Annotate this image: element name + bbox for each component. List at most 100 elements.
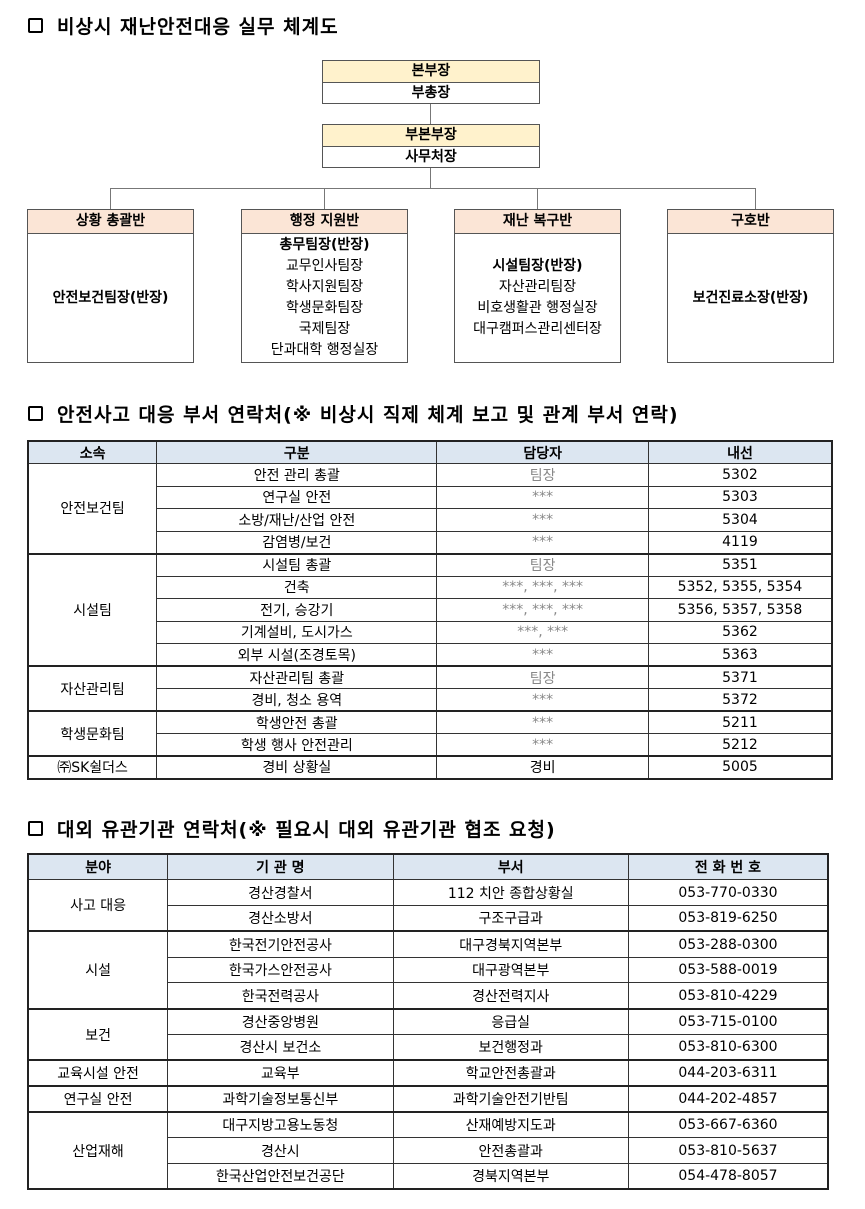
title-text: 대외 유관기관 연락처(※ 필요시 대외 유관기관 협조 요청) xyxy=(57,819,556,841)
table-cell: 5303 xyxy=(647,485,833,509)
connector-line xyxy=(110,188,111,209)
org-deputy-title: 부본부장 xyxy=(323,125,539,147)
group-cell: 보건 xyxy=(27,1008,169,1062)
org-deputy-sub: 사무처장 xyxy=(405,149,457,165)
team-box: 행정 지원반 총무팀장(반장) 교무인사팀장 학사지원팀장 학생문화팀장 국제팀장 단과대학… xyxy=(241,209,408,363)
connector-line xyxy=(537,188,538,209)
table-row: ㈜SK쉴더스 경비 상황실 경비 5005 xyxy=(27,755,833,780)
table-row: 학생 행사 안전관리 *** 5212 xyxy=(28,733,833,757)
table-cell: 팀장 xyxy=(436,665,649,689)
table-row: 안전보건팀 안전 관리 총괄 팀장 5302 xyxy=(27,463,833,555)
team-member: 자산관리팀장 xyxy=(498,279,577,295)
group-cell: 시설팀 xyxy=(27,553,158,667)
table-cell: 한국전기안전공사 xyxy=(167,930,394,958)
group-cell: 교육시설 안전 xyxy=(27,1059,169,1088)
table-cell: 전기, 승강기 xyxy=(156,598,438,622)
column-header: 기 관 명 xyxy=(167,853,394,881)
table-cell: 112 치안 종합상황실 xyxy=(392,879,629,907)
column-header: 부서 xyxy=(392,853,629,881)
table-cell: 053-770-0330 xyxy=(627,879,829,907)
section-title-contacts: 안전사고 대응 부서 연락처(※ 비상시 직제 체계 보고 및 관계 부서 연락… xyxy=(28,400,679,427)
connector-line xyxy=(430,168,431,188)
table-row: 경산소방서 구조구급과 053-819-6250 xyxy=(28,905,829,933)
group-cell: 자산관리팀 xyxy=(27,665,158,712)
team-member: 교무인사팀장 xyxy=(285,258,364,274)
group-cell: 학생문화팀 xyxy=(27,710,158,757)
table-cell: 5005 xyxy=(647,755,833,780)
table-cell: *** xyxy=(436,733,649,757)
table-row: 한국전력공사 경산전력지사 053-810-4229 xyxy=(28,982,829,1010)
team-title: 상황 총괄반 xyxy=(28,210,193,234)
table-row: 한국가스안전공사 대구광역본부 053-588-0019 xyxy=(28,956,829,984)
table-cell: 5352, 5355, 5354 xyxy=(647,575,833,599)
table-cell: ***, *** xyxy=(436,620,649,644)
table-cell: 과학기술안전기반팀 xyxy=(392,1085,629,1113)
table-cell: 외부 시설(조경토목) xyxy=(156,643,438,667)
table-cell: 학생안전 총괄 xyxy=(156,710,438,734)
team-member: 단과대학 행정실장 xyxy=(270,342,379,358)
table-cell: 5302 xyxy=(647,463,833,487)
table-cell: 5356, 5357, 5358 xyxy=(647,598,833,622)
table-cell: *** xyxy=(436,508,649,532)
team-box: 구호반 보건진료소장(반장) xyxy=(667,209,834,363)
table-cell: 응급실 xyxy=(392,1008,629,1036)
table-cell: 대구광역본부 xyxy=(392,956,629,984)
table-row: 교육시설 안전 교육부 학교안전총괄과 044-203-6311 xyxy=(27,1059,829,1088)
table-cell: *** xyxy=(436,688,649,712)
table-cell: 경북지역본부 xyxy=(392,1163,629,1191)
table-cell: 5362 xyxy=(647,620,833,644)
table-cell: 경산전력지사 xyxy=(392,982,629,1010)
team-title: 행정 지원반 xyxy=(242,210,407,234)
team-body: 보건진료소장(반장) xyxy=(668,234,833,362)
table-cell: *** xyxy=(436,643,649,667)
table-cell: 연구실 안전 xyxy=(156,485,438,509)
team-body: 총무팀장(반장) 교무인사팀장 학사지원팀장 학생문화팀장 국제팀장 단과대학 행정실장 xyxy=(242,234,407,362)
table-cell: 053-810-5637 xyxy=(627,1137,829,1165)
connector-line xyxy=(755,188,756,209)
table-cell: *** xyxy=(436,485,649,509)
checkbox-square-icon xyxy=(28,406,43,421)
table-cell: 한국가스안전공사 xyxy=(167,956,394,984)
table-cell: 054-478-8057 xyxy=(627,1163,829,1191)
table-cell: 학교안전총괄과 xyxy=(392,1059,629,1088)
table-cell: 대구경북지역본부 xyxy=(392,930,629,958)
team-title: 재난 복구반 xyxy=(455,210,620,234)
table-row: 연구실 안전 과학기술정보통신부 과학기술안전기반팀 044-202-4857 xyxy=(27,1085,829,1113)
table-row: 시설 한국전기안전공사 대구경북지역본부 053-288-0300 xyxy=(27,930,829,1010)
table-cell: 053-810-6300 xyxy=(627,1034,829,1062)
table-cell: 팀장 xyxy=(436,463,649,487)
table-cell: 팀장 xyxy=(436,553,649,577)
table-row: 자산관리팀 자산관리팀 총괄 팀장 5371 xyxy=(27,665,833,712)
team-body: 시설팀장(반장) 자산관리팀장 비호생활관 행정실장 대구캠퍼스관리센터장 xyxy=(455,234,620,362)
connector-line xyxy=(110,188,756,189)
table-row: 사고 대응 경산경찰서 112 치안 종합상황실 053-770-0330 xyxy=(27,879,829,933)
table-cell: 053-819-6250 xyxy=(627,905,829,933)
group-cell: 산업재해 xyxy=(27,1111,169,1191)
table-cell: 5363 xyxy=(647,643,833,667)
team-member: 대구캠퍼스관리센터장 xyxy=(473,321,602,337)
org-deputy-box: 부본부장 사무처장 xyxy=(322,124,540,168)
table-cell: 소방/재난/산업 안전 xyxy=(156,508,438,532)
table-cell: 교육부 xyxy=(167,1059,394,1088)
table-cell: 경산시 xyxy=(167,1137,394,1165)
column-header: 전 화 번 호 xyxy=(627,853,829,881)
table-cell: 한국전력공사 xyxy=(167,982,394,1010)
team-lead: 안전보건팀장(반장) xyxy=(52,289,169,306)
title-text: 안전사고 대응 부서 연락처(※ 비상시 직제 체계 보고 및 관계 부서 연락… xyxy=(57,404,679,426)
header-row: 분야 기 관 명 부서 전 화 번 호 xyxy=(27,853,829,881)
table-row: 소방/재난/산업 안전 *** 5304 xyxy=(28,508,833,532)
connector-line xyxy=(324,188,325,209)
team-body: 안전보건팀장(반장) xyxy=(28,234,193,362)
group-cell: 안전보건팀 xyxy=(27,463,158,555)
title-text: 비상시 재난안전대응 실무 체계도 xyxy=(57,16,339,38)
team-member: 학사지원팀장 xyxy=(285,279,364,295)
table-cell: 4119 xyxy=(647,530,833,555)
group-cell: 사고 대응 xyxy=(27,879,169,933)
team-lead: 시설팀장(반장) xyxy=(492,258,583,274)
table-cell: 053-667-6360 xyxy=(627,1111,829,1139)
table-cell: 5371 xyxy=(647,665,833,689)
table-cell: 안전 관리 총괄 xyxy=(156,463,438,487)
table-row: 산업재해 대구지방고용노동청 산재예방지도과 053-667-6360 xyxy=(27,1111,829,1191)
table-cell: 053-288-0300 xyxy=(627,930,829,958)
